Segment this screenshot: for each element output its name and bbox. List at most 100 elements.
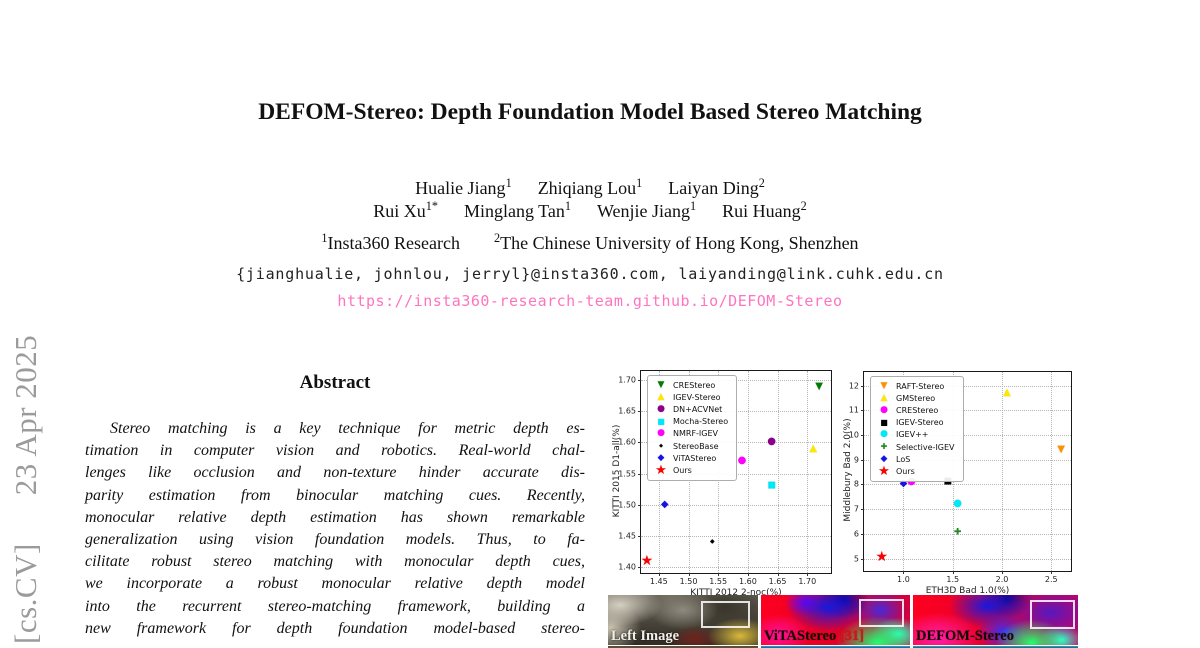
x-tick-label: 1.55 xyxy=(709,577,728,586)
legend-item-ours: ★ Ours xyxy=(651,464,728,477)
y-tick-label: 1.50 xyxy=(618,500,636,510)
gridline xyxy=(641,504,831,506)
y-tick-label: 1.45 xyxy=(618,531,636,541)
star-icon: ★ xyxy=(878,463,890,479)
tick-mark xyxy=(861,558,864,560)
project-url-link[interactable]: https://insta360-research-team.github.io… xyxy=(337,292,843,310)
plot-area: ETH3D Bad 1.0(%) ▼ RAFT-Stereo ▲ GMStereo ● C… xyxy=(849,371,1072,596)
affiliation-1: 1Insta360 Research xyxy=(321,231,460,253)
x-tick-label: 1.65 xyxy=(768,577,787,586)
abstract-heading: Abstract xyxy=(299,372,371,393)
legend-label: Ours xyxy=(673,465,692,475)
diamond-icon: ◆ xyxy=(657,452,665,463)
gridline xyxy=(864,484,1071,486)
tick-mark xyxy=(638,411,641,413)
tick-mark xyxy=(638,535,641,537)
data-point-ours: ★ xyxy=(875,549,889,566)
tick-mark xyxy=(1002,571,1003,574)
data-point-dn-acvnet: ● xyxy=(767,436,776,448)
affiliation-2: 2The Chinese University of Hong Kong, Sh… xyxy=(494,231,859,253)
abstract-text: Stereo matching is a key technique for m… xyxy=(85,418,585,640)
tick-mark xyxy=(861,484,864,486)
abstract-line: Stereo matching is a key technique for m… xyxy=(110,420,585,437)
tick-mark xyxy=(807,573,809,576)
gridline xyxy=(864,558,1071,560)
gridline xyxy=(864,459,1071,461)
arxiv-watermark: [cs.CV] 23 Apr 2025 xyxy=(8,334,43,644)
gridline xyxy=(641,566,831,568)
second-row-image-sliver xyxy=(608,646,758,648)
legend-label: NMRF-IGEV xyxy=(673,429,719,439)
tick-mark xyxy=(688,573,690,576)
legend-item-crestereo: ● CREStereo xyxy=(874,404,955,416)
tick-mark xyxy=(861,533,864,535)
legend-label: GMStereo xyxy=(896,393,936,403)
tick-mark xyxy=(952,571,954,574)
y-tick-label: 11 xyxy=(848,405,859,415)
circle-icon: ● xyxy=(880,429,888,440)
abstract-line: timation in computer vision and robotics… xyxy=(85,442,585,460)
data-point-igev-stereo: ▲ xyxy=(809,442,818,454)
y-tick-label: 1.70 xyxy=(618,375,636,385)
tick-mark xyxy=(777,573,779,576)
author-hualie-jiang: Hualie Jiang1 xyxy=(415,176,512,198)
legend-item-igev-stereo: ■ IGEV-Stereo xyxy=(874,417,955,429)
triangle-up-icon: ▲ xyxy=(880,392,888,403)
gridline xyxy=(864,410,1071,412)
legend-label: Mocha-Stereo xyxy=(673,417,729,427)
abstract-line: generalization using vision foundation m… xyxy=(85,531,585,549)
legend-label: IGEV-Stereo xyxy=(896,418,944,428)
abstract-line: new framework for depth foundation model… xyxy=(85,619,585,637)
y-tick-label: 10 xyxy=(848,430,859,440)
legend-item-los: ◆ LoS xyxy=(874,453,955,465)
legend-item-igev-: ● IGEV++ xyxy=(874,429,955,441)
second-row-image-sliver xyxy=(913,646,1078,648)
y-tick-label: 8 xyxy=(853,479,859,489)
data-point-crestereo: ▼ xyxy=(815,380,823,392)
triangle-down-icon: ▼ xyxy=(880,380,888,391)
y-tick-label: 12 xyxy=(848,381,859,391)
tick-mark xyxy=(658,573,660,576)
tick-mark xyxy=(1051,571,1053,574)
legend: ▼ CREStereo ▲ IGEV-Stereo ● DN+ACVNet ■ Mocha-S… xyxy=(647,375,738,481)
x-axis-label: ETH3D Bad 1.0(%) xyxy=(925,586,1010,596)
legend-label: StereoBase xyxy=(673,441,719,451)
x-axis-label: KITTI 2012 2-noc(%) xyxy=(690,588,782,598)
legend-item-stereobase: ◆ StereoBase xyxy=(651,440,728,452)
panel-label: ViTAStereo [31] xyxy=(764,628,864,645)
gridline xyxy=(864,533,1071,535)
panel-label-text: Left Image xyxy=(611,628,680,645)
legend-label: DN+ACVNet xyxy=(673,404,723,414)
gridline xyxy=(807,371,809,573)
y-tick-label: 7 xyxy=(853,504,859,514)
legend-item-selective-igev: ✚ Selective-IGEV xyxy=(874,441,955,453)
paper-title: DEFOM-Stereo: Depth Foundation Model Bas… xyxy=(258,99,922,125)
legend-label: LoS xyxy=(896,454,911,464)
x-tick-label: 1.0 xyxy=(897,575,910,584)
y-tick-label: 1.40 xyxy=(618,562,636,572)
gridline xyxy=(864,435,1071,437)
data-point-igev-stereo: ■ xyxy=(943,476,953,487)
tick-mark xyxy=(638,473,641,475)
legend-item-crestereo: ▼ CREStereo xyxy=(651,379,728,391)
circle-icon: ● xyxy=(657,403,665,414)
tick-mark xyxy=(903,571,905,574)
plot-area: KITTI 2012 2-noc(%) ▼ CREStereo ▲ IGEV-Ster… xyxy=(618,370,832,598)
square-icon: ■ xyxy=(657,416,665,426)
author-laiyan-ding: Laiyan Ding2 xyxy=(668,176,765,198)
tick-mark xyxy=(638,566,641,568)
tick-mark xyxy=(861,385,864,387)
legend-item-igev-stereo: ▲ IGEV-Stereo xyxy=(651,391,728,403)
x-tick-label: 2.0 xyxy=(995,575,1009,584)
legend-item-raft-stereo: ▼ RAFT-Stereo xyxy=(874,380,955,392)
author-rui-xu: Rui Xu1* xyxy=(373,199,438,221)
authors-line-2: Rui Xu1* Minglang Tan1 Wenjie Jiang1 Rui Hu… xyxy=(0,199,1180,222)
abstract-line: cilitate robust stereo matching with mon… xyxy=(85,553,585,571)
legend-label: IGEV-Stereo xyxy=(673,392,721,402)
tick-mark xyxy=(861,410,864,412)
tick-mark xyxy=(747,573,749,576)
square-icon: ■ xyxy=(880,417,888,427)
legend-item-ours: ★ Ours xyxy=(874,463,955,479)
author-zhiqiang-lou: Zhiqiang Lou1 xyxy=(537,176,643,198)
x-tick-label: 1.60 xyxy=(738,577,757,586)
